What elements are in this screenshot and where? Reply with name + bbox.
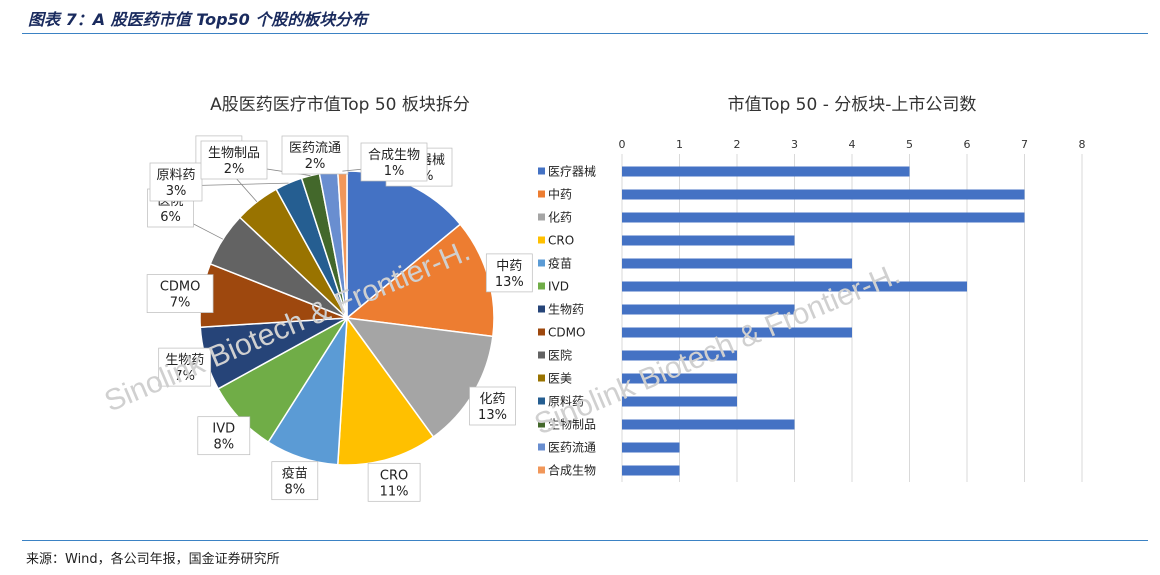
bar-category-label-5: 疫苗 (548, 256, 572, 271)
pie-label-box-2 (485, 253, 533, 293)
bar-12 (622, 419, 795, 430)
pie-label-category-6: IVD (212, 422, 235, 437)
pie-label-value-11: 3% (166, 184, 187, 199)
bar-x-tick-2: 2 (734, 138, 741, 151)
pie-label-value-6: 8% (213, 438, 234, 453)
pie-label-value-8: 7% (170, 296, 191, 311)
pie-label-value-4: 11% (380, 484, 409, 499)
bar-category-label-12: 生物制品 (548, 418, 596, 432)
pie-slice-4 (336, 315, 435, 466)
legend-swatch-10 (538, 374, 545, 382)
bar-category-label-9: 医院 (548, 349, 572, 363)
pie-label-box-3 (469, 386, 516, 426)
bar-8 (622, 327, 852, 338)
bar-14 (622, 465, 680, 476)
pie-label-category-14: 合成生物 (368, 148, 420, 163)
bar-5 (622, 258, 852, 269)
pie-label-box-4 (367, 462, 421, 502)
legend-swatch-6 (538, 282, 545, 290)
pie-label-value-2: 13% (495, 275, 524, 290)
top-rule (22, 33, 1148, 34)
figure-title: 图表 7：A 股医药市值 Top50 个股的板块分布 (28, 10, 368, 29)
bar-x-tick-4: 4 (849, 138, 856, 151)
bar-chart-title: 市值Top 50 - 分板块-上市公司数 (728, 95, 977, 115)
pie-label-box-7 (158, 347, 212, 387)
bar-chart (622, 166, 1025, 476)
bar-10 (622, 373, 737, 384)
pie-chart-title: A股医药医疗市值Top 50 板块拆分 (210, 95, 470, 115)
bar-7 (622, 304, 795, 315)
bar-x-tick-1: 1 (676, 138, 683, 151)
legend-swatch-5 (538, 259, 545, 267)
bar-3 (622, 212, 1025, 223)
pie-labels: 医疗器械14%中药13%化药13%CRO11%疫苗8%IVD8%生物药7%CDM… (146, 135, 533, 502)
bar-category-label-4: CRO (548, 234, 574, 248)
bar-4 (622, 235, 795, 246)
pie-label-value-9: 6% (160, 210, 181, 225)
pie-label-category-4: CRO (380, 468, 408, 483)
pie-label-box-13 (281, 135, 349, 175)
bar-x-tick-6: 6 (964, 138, 971, 151)
bar-9 (622, 350, 737, 361)
legend-swatch-3 (538, 213, 545, 221)
legend-swatch-14 (538, 466, 545, 474)
pie-label-value-14: 1% (384, 164, 405, 179)
bar-13 (622, 442, 680, 453)
legend-swatch-1 (538, 167, 545, 175)
legend-swatch-12 (538, 420, 545, 428)
bar-category-label-14: 合成生物 (548, 463, 596, 478)
pie-label-box-8 (146, 274, 214, 313)
pie-label-category-2: 中药 (496, 259, 522, 274)
legend-swatch-4 (538, 236, 545, 244)
legend-swatch-7 (538, 305, 545, 313)
bar-x-tick-5: 5 (906, 138, 913, 151)
bar-category-label-11: 原料药 (548, 395, 584, 409)
bar-category-label-10: 医美 (548, 372, 572, 386)
bar-x-tick-0: 0 (619, 138, 626, 151)
pie-label-category-7: 生物药 (165, 353, 204, 368)
bar-x-ticks: 0 1 2 3 4 5 6 7 8 (619, 138, 1086, 151)
pie-label-value-7: 7% (174, 369, 195, 384)
pie-label-category-5: 疫苗 (282, 466, 308, 482)
pie-chart (199, 170, 495, 466)
legend-swatch-11 (538, 397, 545, 405)
bar-x-tick-7: 7 (1021, 138, 1028, 151)
pie-label-value-3: 13% (478, 408, 507, 423)
pie-label-box-6 (197, 416, 251, 456)
bar-category-label-13: 医药流通 (548, 441, 596, 455)
legend-swatch-8 (538, 328, 545, 336)
pie-label-category-13: 医药流通 (289, 141, 341, 156)
bar-gridlines (621, 154, 1083, 482)
source-note: 来源：Wind，各公司年报，国金证券研究所 (26, 552, 280, 567)
pie-label-category-11: 原料药 (156, 168, 195, 183)
bar-category-label-1: 医疗器械 (548, 164, 596, 179)
pie-label-value-12: 2% (224, 162, 245, 177)
pie-label-box-5 (271, 461, 319, 501)
bar-category-label-8: CDMO (548, 326, 585, 340)
legend-swatch-9 (538, 351, 545, 359)
legend-swatch-13 (538, 443, 545, 451)
bar-category-label-7: 生物药 (548, 303, 584, 317)
bar-x-tick-8: 8 (1079, 138, 1086, 151)
pie-label-box-14 (360, 142, 428, 182)
bar-category-label-3: 化药 (548, 211, 572, 225)
bar-x-tick-3: 3 (791, 138, 798, 151)
pie-label-value-5: 8% (284, 483, 305, 498)
bar-category-label-6: IVD (548, 280, 569, 294)
pie-label-value-13: 2% (305, 157, 326, 172)
bar-11 (622, 396, 737, 407)
bar-category-label-2: 中药 (548, 187, 572, 202)
bottom-rule (22, 540, 1148, 541)
bar-6 (622, 281, 967, 292)
pie-label-category-12: 生物制品 (208, 146, 260, 161)
bar-1 (622, 166, 910, 177)
pie-label-box-11 (149, 162, 203, 202)
pie-label-category-3: 化药 (479, 392, 505, 407)
pie-label-box-12 (200, 140, 268, 180)
pie-label-category-8: CDMO (160, 280, 201, 295)
legend-swatch-2 (538, 190, 545, 198)
bar-2 (622, 189, 1025, 200)
